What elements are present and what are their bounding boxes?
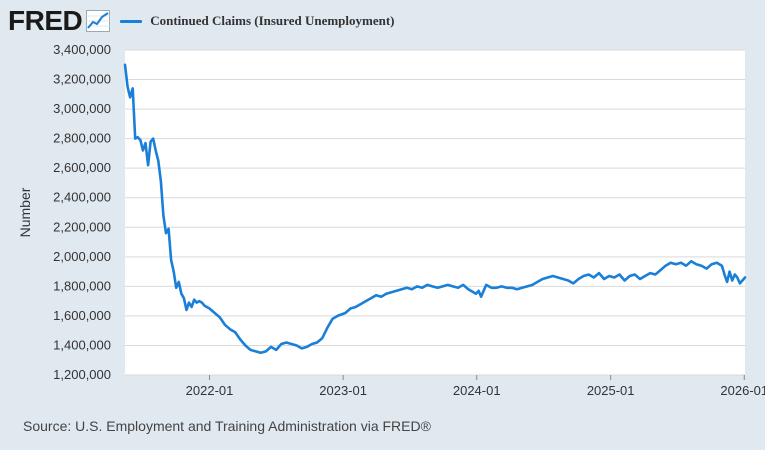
y-tick-label: 2,600,000 (53, 160, 111, 175)
y-tick-label: 3,200,000 (53, 72, 111, 87)
x-tick-label: 2025-01 (587, 383, 635, 398)
line-chart-icon (86, 10, 111, 32)
y-tick-label: 2,800,000 (53, 131, 111, 146)
y-tick-label: 2,000,000 (53, 249, 111, 264)
legend-swatch (120, 19, 143, 23)
legend-series-label: Continued Claims (Insured Unemployment) (150, 13, 395, 28)
y-tick-label: 1,800,000 (53, 278, 111, 293)
y-tick-label: 1,400,000 (53, 337, 111, 352)
y-tick-label: 3,400,000 (53, 42, 111, 57)
fred-logo[interactable]: FRED (8, 5, 83, 36)
x-tick-label: 2024-01 (453, 383, 501, 398)
series-layer (123, 63, 747, 355)
x-tick-label: 2023-01 (319, 383, 367, 398)
series-line (123, 63, 747, 355)
x-tick-label: 2022-01 (186, 383, 234, 398)
y-axis-ticks: 1,200,000 1,400,000 1,600,000 1,800,000 2,00… (53, 42, 111, 382)
source-note: Source: U.S. Employment and Training Adm… (23, 418, 431, 434)
y-axis-title: Number (17, 187, 33, 237)
y-tick-label: 3,000,000 (53, 101, 111, 116)
y-tick-label: 2,400,000 (53, 190, 111, 205)
y-tick-label: 1,200,000 (53, 367, 111, 382)
gridlines (125, 49, 745, 376)
x-axis-ticks: 2022-01 2023-01 2024-01 2025-01 2026-01 (186, 375, 765, 398)
y-tick-label: 2,200,000 (53, 219, 111, 234)
plot-area (125, 50, 745, 375)
x-tick-label: 2026-01 (720, 383, 765, 398)
chart-plot: 1,200,000 1,400,000 1,600,000 1,800,000 2,00… (17, 42, 765, 398)
y-tick-label: 1,600,000 (53, 308, 111, 323)
chart-legend: Continued Claims (Insured Unemployment) (120, 13, 395, 29)
chart-header: FRED Continued Claims (Insured Unemploym… (8, 6, 395, 36)
